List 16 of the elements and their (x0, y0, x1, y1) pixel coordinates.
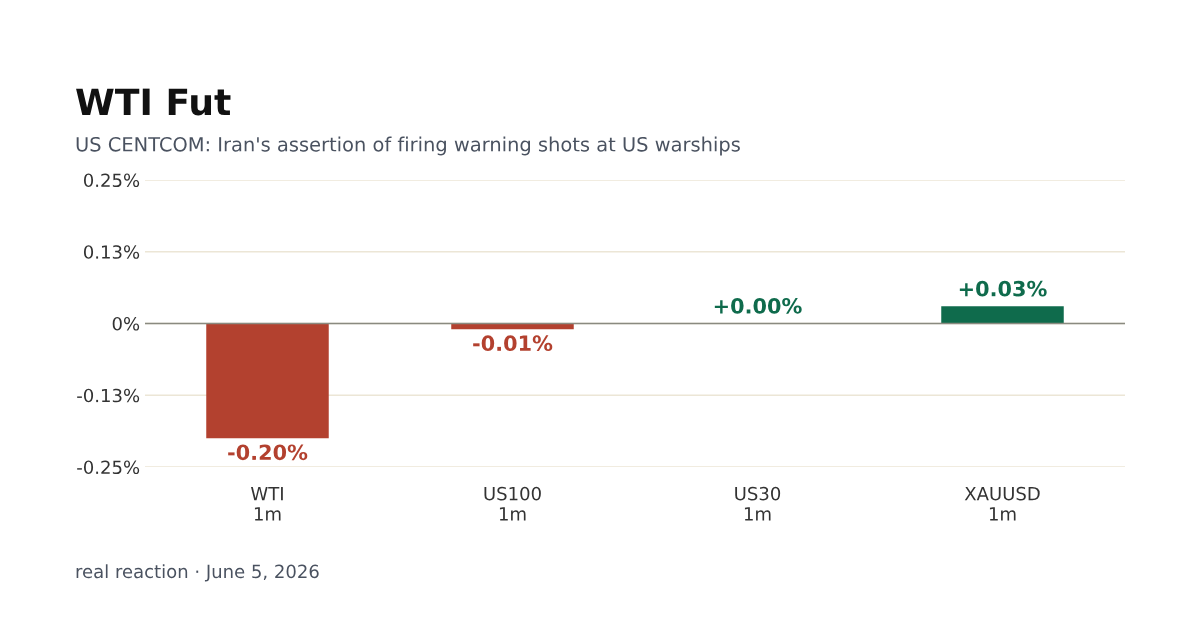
x-tick-label: US30 1m (735, 486, 781, 521)
data-label: -0.20% (228, 444, 308, 461)
data-label: -0.01% (473, 335, 553, 352)
y-tick-label: -0.25% (77, 460, 140, 475)
data-label: +0.00% (714, 297, 802, 314)
y-tick-label: 0.13% (83, 245, 140, 259)
y-tick-label: 0.25% (83, 173, 140, 188)
text: real reaction · June 5, 2026 (76, 564, 319, 582)
x-tick-label: WTI 1m (251, 487, 283, 521)
y-tick-label: -0.13% (77, 388, 140, 403)
y-tick-label: 0% (112, 316, 140, 331)
chart-subtitle: US CENTCOM: Iran's assertion of firing warning shots at US warships (76, 136, 740, 156)
x-tick-label: XAUUSD 1m (964, 486, 1040, 521)
data-label: +0.03% (959, 280, 1047, 297)
chart-title: WTI Fut (76, 88, 231, 116)
x-tick-label: US100 1m (484, 486, 541, 521)
